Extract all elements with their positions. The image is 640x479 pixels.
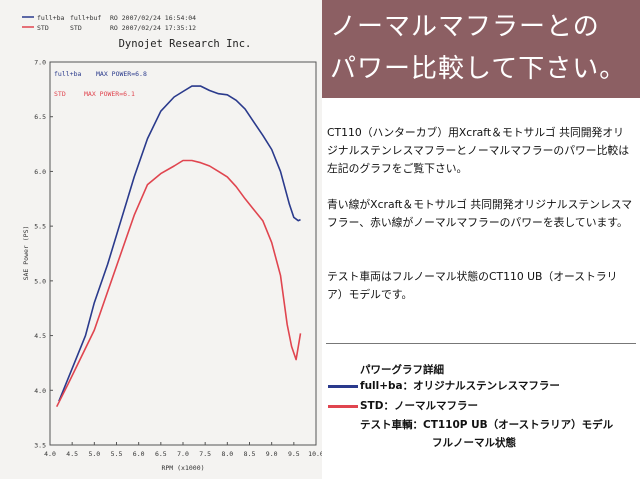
y-tick-label: 3.5 — [34, 442, 46, 450]
x-tick-label: 9.0 — [266, 450, 278, 458]
y-tick-label: 4.5 — [34, 332, 46, 340]
x-tick-label: 5.5 — [111, 450, 123, 458]
series-lines — [55, 85, 302, 408]
series-line-full-ba — [58, 85, 301, 402]
x-tick-label: 10.0 — [308, 450, 322, 458]
legend-swatch-blue — [328, 385, 358, 388]
header-row2-c: RO 2007/02/24 17:35:12 — [110, 24, 196, 32]
axis-ticks: 4.0 4.5 5.0 5.5 6.0 6.5 7.0 7.5 8.0 8.5 9.0 9.5 10.0… — [34, 59, 322, 459]
y-tick-label: 6.0 — [34, 168, 46, 176]
banner-line-1: ノーマルマフラーとの — [330, 12, 600, 42]
header-row1-b: full+buf — [70, 14, 101, 22]
x-tick-label: 4.0 — [44, 450, 56, 458]
y-tick-label: 5.5 — [34, 223, 46, 231]
y-tick-label: 4.0 — [34, 387, 46, 395]
description-paragraph-3: テスト車両はフルノーマル状態のCT110 UB（オーストラリア）モデルです。 — [327, 270, 618, 301]
description-paragraph-2: 青い線がXcraft＆モトサルゴ 共同開発オリジナルステンレスマフラー、赤い線が… — [327, 198, 633, 229]
header-banner: ノーマルマフラーとの パワー比較して下さい。 — [322, 0, 640, 98]
x-tick-label: 9.5 — [288, 450, 300, 458]
x-axis-label: RPM (x1000) — [161, 464, 204, 472]
header-row2-a: STD — [37, 24, 49, 32]
series-line-std — [55, 159, 302, 408]
x-tick-label: 7.5 — [199, 450, 211, 458]
dyno-chart-panel: full+ba full+buf RO 2007/02/24 16:54:04 … — [0, 0, 322, 479]
annotation-red-text: MAX POWER=6.1 — [84, 90, 135, 98]
x-tick-label: 4.5 — [66, 450, 78, 458]
annotation-blue-label: full+ba — [54, 70, 81, 78]
y-axis-label: SAE Power (PS) — [22, 226, 30, 281]
x-tick-label: 6.5 — [155, 450, 167, 458]
separator-line — [326, 343, 636, 344]
dyno-chart-svg: full+ba full+buf RO 2007/02/24 16:54:04 … — [22, 14, 322, 472]
annotation-blue-text: MAX POWER=6.8 — [96, 70, 147, 78]
x-tick-label: 8.5 — [244, 450, 256, 458]
banner-line-2: パワー比較して下さい。 — [330, 54, 627, 84]
x-tick-label: 5.0 — [88, 450, 100, 458]
plot-frame — [49, 61, 317, 446]
legend-title: パワーグラフ詳細 — [360, 364, 444, 376]
y-tick-label: 7.0 — [34, 59, 46, 67]
header-row2-b: STD — [70, 24, 82, 32]
chart-title: Dynojet Research Inc. — [119, 38, 252, 50]
legend-item-red: STD：ノーマルマフラー — [360, 400, 478, 412]
legend-test-vehicle: テスト車輌：CT110P UB（オーストラリア）モデル — [360, 419, 614, 431]
legend-item-blue: full+ba：オリジナルステンレスマフラー — [360, 380, 560, 392]
header-row1-c: RO 2007/02/24 16:54:04 — [110, 14, 196, 22]
header-row1-a: full+ba — [37, 14, 64, 22]
x-tick-label: 7.0 — [177, 450, 189, 458]
annotation-red-label: STD — [54, 90, 66, 98]
legend-swatch-red — [328, 405, 358, 408]
y-tick-label: 5.0 — [34, 277, 46, 285]
description-paragraph-1: CT110（ハンターカブ）用Xcraft＆モトサルゴ 共同開発オリジナルステンレ… — [327, 126, 629, 175]
x-tick-label: 6.0 — [133, 450, 145, 458]
x-tick-label: 8.0 — [221, 450, 233, 458]
legend-test-vehicle-state: フルノーマル状態 — [432, 437, 516, 449]
y-tick-label: 6.5 — [34, 113, 46, 121]
